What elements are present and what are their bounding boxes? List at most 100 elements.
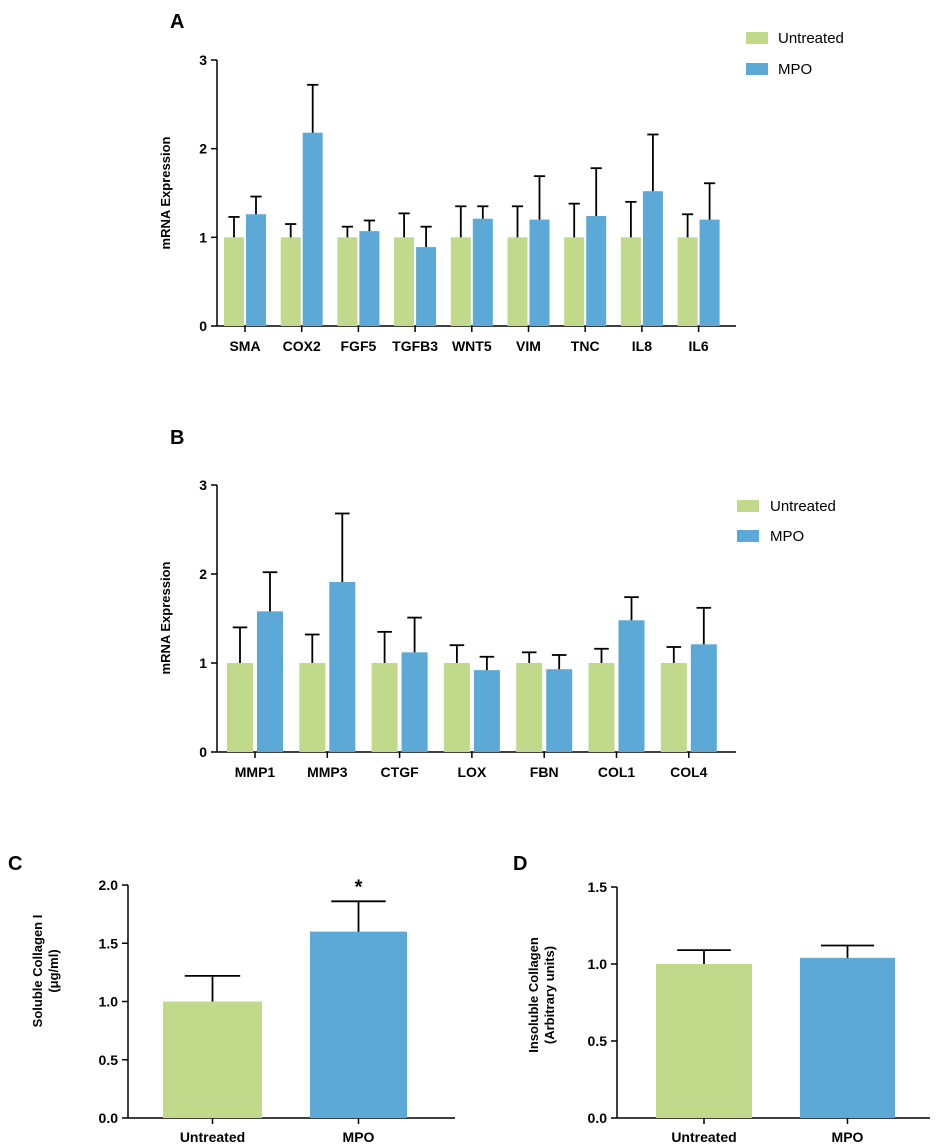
panel-c-letter: C xyxy=(8,853,22,875)
bar-mpo-tnc xyxy=(586,216,607,326)
bar-mpo-col4 xyxy=(690,644,717,752)
bar-untreated-il8 xyxy=(620,237,641,326)
x-tick-label: IL6 xyxy=(688,338,708,354)
panel-d-plot: 0.0 0.5 1.0 1.5 Untreated MPO xyxy=(588,879,930,1145)
x-tick-label: WNT5 xyxy=(452,338,492,354)
y-tick-label: 3 xyxy=(199,52,207,68)
bar-untreated-col4 xyxy=(660,663,687,752)
y-tick-label: 2 xyxy=(199,141,207,157)
bar-mpo-lox xyxy=(473,670,500,752)
y-tick-label: 1 xyxy=(199,655,207,671)
panel-b-plot: 0 1 2 3 MMP1 MMP3 CTGF LOX FBN COL1 COL4 xyxy=(199,477,736,780)
panel-d: D Insoluble Collagen (Arbitrary units) 0… xyxy=(513,853,930,1145)
bar-mpo-col1 xyxy=(618,620,645,752)
panel-a-legend: Untreated MPO xyxy=(746,30,844,78)
x-tick-label: SMA xyxy=(229,338,260,354)
bar-untreated-il6 xyxy=(677,237,698,326)
panel-b-legend: Untreated MPO xyxy=(737,498,836,545)
y-tick-label: 1.0 xyxy=(588,956,608,972)
y-tick-label: 2.0 xyxy=(99,877,119,893)
y-tick-label: 1.0 xyxy=(99,994,119,1010)
y-tick-label: 0.0 xyxy=(588,1110,608,1126)
bar-mpo-sma xyxy=(246,214,266,326)
panel-c: C Soluble Collagen I (μg/ml) 0.0 0.5 1.0 1.… xyxy=(8,853,455,1145)
bar-untreated-ctgf xyxy=(371,663,398,752)
panel-d-ylabel-units: (Arbitrary units) xyxy=(542,946,557,1044)
bar-untreated-col1 xyxy=(588,663,615,752)
bar-untreated-tgfb3 xyxy=(394,237,415,326)
x-tick-label: Untreated xyxy=(180,1129,245,1145)
legend-swatch-mpo xyxy=(746,63,768,75)
x-tick-label: IL8 xyxy=(632,338,652,354)
x-tick-label: TGFB3 xyxy=(392,338,438,354)
bar-untreated-wnt5 xyxy=(450,237,471,326)
panel-c-ylabel: Soluble Collagen I xyxy=(30,915,45,1028)
y-tick-label: 0 xyxy=(199,318,207,334)
y-tick-label: 0.5 xyxy=(588,1033,608,1049)
y-tick-label: 3 xyxy=(199,477,207,493)
bar-untreated-fgf5 xyxy=(337,237,358,326)
legend-swatch-untreated xyxy=(746,32,768,44)
bar-mpo-fbn xyxy=(546,669,573,752)
bar-mpo-fgf5 xyxy=(359,231,380,326)
bar-untreated xyxy=(656,964,752,1118)
bar-untreated-cox2 xyxy=(280,237,301,326)
x-tick-label: CTGF xyxy=(381,764,420,780)
panel-d-letter: D xyxy=(513,853,527,875)
bar-untreated-mmp3 xyxy=(299,663,326,752)
y-tick-label: 0 xyxy=(199,744,207,760)
legend-label-mpo: MPO xyxy=(770,528,804,545)
bar-untreated xyxy=(163,1001,262,1118)
panel-a-plot: 0 1 2 3 SMA COX2 FGF5 TGFB3 WNT5 VIM TNC IL8 IL6 xyxy=(199,52,736,354)
bar-mpo xyxy=(800,957,895,1118)
x-tick-label: MMP1 xyxy=(235,764,276,780)
legend-label-mpo: MPO xyxy=(778,61,812,78)
x-tick-label: COL4 xyxy=(670,764,708,780)
bar-mpo-il6 xyxy=(699,219,720,326)
bar-mpo-cox2 xyxy=(302,132,323,326)
bar-untreated-sma xyxy=(224,237,244,326)
bar-mpo-il8 xyxy=(642,191,663,326)
bar-untreated-lox xyxy=(443,663,470,752)
bar-untreated-fbn xyxy=(516,663,543,752)
panel-a: A mRNA Expression 0 1 2 3 SMA COX2 FGF5 TGFB3 WN… xyxy=(158,11,844,354)
x-tick-label: MMP3 xyxy=(307,764,348,780)
bar-untreated-mmp1 xyxy=(227,663,253,752)
y-tick-label: 2 xyxy=(199,566,207,582)
bar-mpo-wnt5 xyxy=(472,218,493,326)
y-tick-label: 1 xyxy=(199,229,207,245)
panel-a-letter: A xyxy=(170,11,184,33)
y-tick-label: 0.5 xyxy=(99,1052,119,1068)
bar-untreated-tnc xyxy=(564,237,585,326)
panel-a-ylabel: mRNA Expression xyxy=(158,136,173,249)
x-tick-label: MPO xyxy=(832,1129,864,1145)
x-tick-label: FGF5 xyxy=(341,338,377,354)
x-tick-label: VIM xyxy=(516,338,541,354)
y-tick-label: 0.0 xyxy=(99,1110,119,1126)
x-tick-label: LOX xyxy=(458,764,487,780)
y-tick-label: 1.5 xyxy=(99,935,119,951)
significance-marker: * xyxy=(355,876,363,898)
bar-mpo-ctgf xyxy=(401,652,428,752)
legend-swatch-untreated xyxy=(737,500,759,512)
bar-mpo-mmp3 xyxy=(329,582,356,752)
x-tick-label: COX2 xyxy=(283,338,321,354)
legend-label-untreated: Untreated xyxy=(778,30,844,47)
panel-b-letter: B xyxy=(170,427,184,449)
y-tick-label: 1.5 xyxy=(588,879,608,895)
panel-c-plot: 0.0 0.5 1.0 1.5 2.0 Untreated MPO * xyxy=(99,876,455,1145)
bar-untreated-vim xyxy=(507,237,528,326)
x-tick-label: TNC xyxy=(571,338,600,354)
panel-c-ylabel-units: (μg/ml) xyxy=(46,949,61,992)
x-tick-label: MPO xyxy=(343,1129,375,1145)
legend-label-untreated: Untreated xyxy=(770,498,836,515)
panel-b: B mRNA Expression 0 1 2 3 MMP1 MMP3 CTGF LOX FBN… xyxy=(158,427,836,780)
x-tick-label: COL1 xyxy=(598,764,636,780)
panel-b-ylabel: mRNA Expression xyxy=(158,561,173,674)
panel-d-ylabel: Insoluble Collagen xyxy=(526,937,541,1053)
bar-mpo xyxy=(310,931,407,1118)
x-tick-label: Untreated xyxy=(671,1129,736,1145)
bar-mpo-tgfb3 xyxy=(416,247,437,326)
x-tick-label: FBN xyxy=(530,764,559,780)
